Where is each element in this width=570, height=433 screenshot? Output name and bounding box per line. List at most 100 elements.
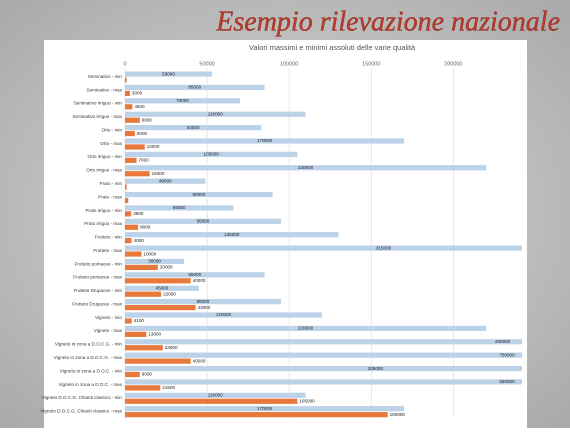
bar: [125, 111, 306, 117]
bar: [125, 191, 273, 198]
bar: [125, 211, 132, 217]
data-label: 90000: [192, 192, 205, 197]
y-tick-label: Frutteto - min: [95, 235, 123, 240]
bar: [125, 325, 487, 331]
data-label: 7000: [138, 158, 149, 163]
data-label: 220000: [298, 165, 314, 170]
data-label: 315000: [376, 245, 392, 250]
bar: [125, 339, 522, 345]
data-label: 10000: [143, 251, 156, 256]
x-tick-label: 100000: [280, 61, 298, 67]
data-label: 4000: [134, 238, 145, 243]
bar: [125, 157, 137, 163]
y-tick-label: Seminativo - min: [88, 74, 123, 79]
y-tick-label: Prato irriguo - max: [84, 221, 122, 226]
bars: [125, 71, 522, 418]
data-label: 23000: [165, 345, 178, 350]
bar: [125, 117, 140, 123]
bar: [125, 71, 213, 77]
data-label: 4500: [134, 104, 145, 109]
y-tick-label: Orto - max: [100, 141, 122, 146]
data-label: 40000: [193, 358, 206, 363]
y-tick-label: Frutteto - max: [93, 248, 122, 253]
y-tick-label: Orto - min: [102, 127, 123, 132]
data-label: 9000: [142, 372, 153, 377]
bar: [125, 184, 127, 190]
bar: [125, 371, 140, 378]
x-tick-label: 50000: [199, 61, 214, 67]
data-label: 305000: [368, 366, 384, 371]
data-label: 13000: [148, 332, 161, 337]
bar: [125, 412, 388, 418]
y-tick-label: Frutteto pomacee - min: [75, 261, 123, 266]
slide-title: Esempio rilevazione nazionale: [215, 6, 560, 37]
data-label: 85000: [188, 85, 201, 90]
data-label: 95000: [197, 299, 210, 304]
bar: [125, 299, 281, 305]
data-label: 460000: [495, 339, 511, 344]
bar: [125, 90, 130, 97]
y-tick-label: Vigneto - min: [95, 315, 122, 320]
chart: 0 50000 100000 150000 200000 53000 85000 3000 70…: [40, 61, 522, 418]
bar: [125, 379, 522, 385]
data-label: 650000: [499, 379, 515, 384]
bar: [125, 104, 133, 110]
data-label: 170000: [257, 406, 273, 411]
bar: [125, 224, 139, 230]
bar: [125, 238, 132, 244]
y-tick-label: Vigneto in zona a D.O.C. - max: [59, 382, 123, 387]
y-tick-label: Prato - max: [98, 194, 122, 199]
y-tick-label: Orto irriguo - min: [88, 154, 123, 159]
y-tick-label: Vigneto - max: [94, 328, 123, 333]
data-label: 9000: [142, 117, 153, 122]
data-label: 170000: [257, 138, 273, 143]
data-label: 105000: [299, 398, 315, 403]
data-label: 3800: [133, 211, 144, 216]
data-label: 70000: [176, 98, 189, 103]
bar: [125, 285, 199, 291]
bar: [125, 392, 306, 398]
bar: [125, 304, 196, 311]
bar: [125, 398, 298, 404]
bar: [125, 125, 262, 131]
x-tick-label: 200000: [444, 61, 462, 67]
data-label: 36000: [148, 259, 161, 264]
bar: [125, 365, 522, 372]
data-label: 15000: [152, 171, 165, 176]
y-tick-label: Orto irriguo - max: [86, 168, 122, 173]
bar: [125, 171, 150, 177]
data-label: 40000: [193, 278, 206, 283]
data-label: 49000: [159, 178, 172, 183]
bar: [125, 258, 185, 265]
data-label: 105000: [204, 152, 220, 157]
bar: [125, 178, 206, 184]
data-label: 20000: [160, 265, 173, 270]
bar: [125, 232, 339, 238]
bar: [125, 144, 145, 150]
y-tick-label: Seminativo irriguo - min: [74, 101, 123, 106]
chart-title: Valori massimi e minimi assoluti delle v…: [249, 43, 416, 52]
bar: [125, 98, 240, 104]
data-label: 130000: [224, 232, 240, 237]
bar: [125, 205, 234, 211]
bar: [125, 77, 127, 83]
data-label: 53000: [162, 71, 175, 76]
bar: [125, 352, 522, 358]
bar: [125, 151, 298, 157]
bar: [125, 278, 191, 284]
y-tick-label: Frutteto pomacee - max: [73, 275, 122, 280]
data-label: 4100: [134, 318, 145, 323]
data-label: 12000: [147, 144, 160, 149]
bar: [125, 197, 129, 204]
bar: [125, 130, 135, 137]
x-tick-label: 0: [123, 61, 126, 67]
y-tick-label: Vigneto in zona a D.O.C. - min: [60, 368, 123, 373]
bar: [125, 165, 487, 171]
data-labels: 53000 85000 3000 70000 4500 110000 9000 83000 60…: [132, 71, 515, 417]
y-tick-label: Vigneto in zona a D.O.C.G. - min: [55, 342, 123, 347]
data-label: 21500: [162, 385, 175, 390]
bar: [125, 218, 281, 224]
data-label: 120000: [216, 312, 232, 317]
bar: [125, 318, 132, 324]
